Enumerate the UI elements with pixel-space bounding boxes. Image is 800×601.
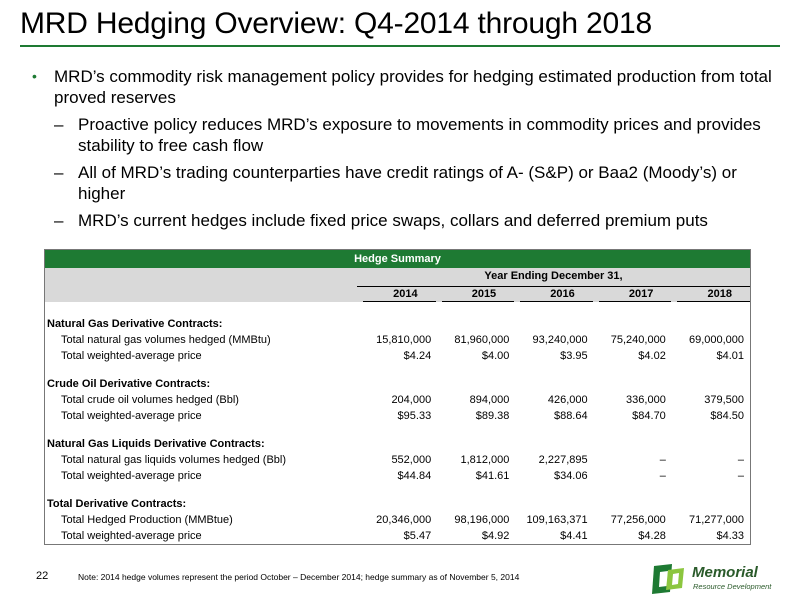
sub-bullet: – Proactive policy reduces MRD’s exposur… (30, 114, 775, 156)
row-label: Total Hedged Production (MMBtue) (61, 514, 233, 526)
logo-mark-icon (652, 564, 684, 594)
bullet-main-text: MRD’s commodity risk management policy p… (54, 67, 772, 107)
year-columns: 2014 2015 2016 2017 2018 (357, 288, 750, 302)
logo-name: Memorial (692, 564, 758, 581)
year-col: 2018 (677, 288, 750, 302)
table-body: Natural Gas Derivative Contracts: Total … (45, 302, 750, 544)
cell: 336,000 (626, 394, 666, 406)
cell: 379,500 (704, 394, 745, 406)
section-row: Total Derivative Contracts: (45, 496, 750, 512)
table-row: Total weighted-average price $95.33 $89.… (45, 408, 750, 424)
cell: $34.06 (553, 470, 588, 482)
cell: 109,163,371 (526, 514, 588, 526)
row-label: Total weighted-average price (61, 470, 202, 482)
section-row: Crude Oil Derivative Contracts: (45, 376, 750, 392)
year-col: 2017 (598, 288, 672, 302)
cell: $89.38 (475, 410, 510, 422)
bullet-list: • MRD’s commodity risk management policy… (30, 66, 775, 237)
cell: $4.28 (638, 530, 666, 542)
bullet-dot-icon: • (32, 68, 37, 84)
cell: $84.70 (632, 410, 666, 422)
dash-icon: – (54, 211, 64, 230)
cell: 426,000 (547, 394, 588, 406)
year-header-band: Year Ending December 31, 2014 2015 2016 … (45, 268, 750, 302)
cell: 204,000 (391, 394, 432, 406)
sub-bullet: – All of MRD’s trading counterparties ha… (30, 162, 775, 204)
cell: – (659, 454, 666, 466)
cell: – (737, 470, 745, 482)
table-row: Total natural gas volumes hedged (MMBtu)… (45, 332, 750, 348)
cell: $4.00 (481, 350, 510, 362)
cell: 894,000 (469, 394, 510, 406)
table-row: Total Hedged Production (MMBtue) 20,346,… (45, 512, 750, 528)
cell: 69,000,000 (688, 334, 745, 346)
cell: $4.01 (716, 350, 745, 362)
cell: $5.47 (403, 530, 432, 542)
cell: $4.33 (716, 530, 745, 542)
sub-bullet-text: MRD’s current hedges include fixed price… (78, 211, 708, 230)
row-label: Total natural gas volumes hedged (MMBtu) (61, 334, 271, 346)
slide-title: MRD Hedging Overview: Q4-2014 through 20… (20, 7, 652, 40)
cell: $4.24 (403, 350, 432, 362)
cell: – (659, 470, 666, 482)
dash-icon: – (54, 163, 64, 182)
row-label: Total weighted-average price (61, 530, 202, 542)
table-row: Total weighted-average price $4.24 $4.00… (45, 348, 750, 364)
section-row: Natural Gas Derivative Contracts: (45, 316, 750, 332)
sub-bullet-text: Proactive policy reduces MRD’s exposure … (78, 115, 761, 155)
cell: $3.95 (560, 350, 588, 362)
cell: 1,812,000 (460, 454, 510, 466)
cell: $4.41 (560, 530, 588, 542)
cell: $4.92 (481, 530, 510, 542)
row-label: Total weighted-average price (61, 410, 202, 422)
company-logo: Memorial Resource Development (648, 562, 788, 596)
row-label: Total natural gas liquids volumes hedged… (61, 454, 287, 466)
cell: – (737, 454, 745, 466)
table-row: Total weighted-average price $44.84 $41.… (45, 468, 750, 484)
footnote: Note: 2014 hedge volumes represent the p… (78, 572, 520, 582)
hedge-summary-table: Hedge Summary Year Ending December 31, 2… (44, 249, 751, 545)
cell: $88.64 (553, 410, 588, 422)
bullet-main: • MRD’s commodity risk management policy… (30, 66, 775, 108)
section-title: Natural Gas Derivative Contracts: (47, 318, 223, 330)
table-row: Total natural gas liquids volumes hedged… (45, 452, 750, 468)
table-title: Hedge Summary (45, 250, 750, 268)
cell: 71,277,000 (688, 514, 745, 526)
cell: 552,000 (391, 454, 432, 466)
cell: $84.50 (710, 410, 745, 422)
year-ending-label: Year Ending December 31, (357, 270, 750, 287)
logo-tagline: Resource Development (693, 582, 772, 591)
row-label: Total weighted-average price (61, 350, 202, 362)
sub-bullet: – MRD’s current hedges include fixed pri… (30, 210, 775, 231)
cell: $4.02 (638, 350, 666, 362)
dash-icon: – (54, 115, 64, 134)
cell: 15,810,000 (376, 334, 432, 346)
table-row: Total weighted-average price $5.47 $4.92… (45, 528, 750, 544)
sub-bullet-text: All of MRD’s trading counterparties have… (78, 163, 737, 203)
cell: $41.61 (475, 470, 510, 482)
section-row: Natural Gas Liquids Derivative Contracts… (45, 436, 750, 452)
cell: 93,240,000 (532, 334, 588, 346)
year-col: 2015 (441, 288, 515, 302)
year-col: 2016 (520, 288, 593, 302)
cell: 81,960,000 (454, 334, 510, 346)
cell: 2,227,895 (538, 454, 588, 466)
cell: $95.33 (397, 410, 432, 422)
cell: 77,256,000 (610, 514, 666, 526)
table-row: Total crude oil volumes hedged (Bbl) 204… (45, 392, 750, 408)
section-title: Total Derivative Contracts: (47, 498, 187, 510)
cell: 98,196,000 (454, 514, 510, 526)
row-label: Total crude oil volumes hedged (Bbl) (61, 394, 239, 406)
cell: 75,240,000 (610, 334, 666, 346)
cell: $44.84 (397, 470, 432, 482)
section-title: Natural Gas Liquids Derivative Contracts… (47, 438, 265, 450)
title-rule (20, 45, 780, 47)
cell: 20,346,000 (376, 514, 432, 526)
year-col: 2014 (363, 288, 436, 302)
page-number: 22 (36, 570, 49, 582)
section-title: Crude Oil Derivative Contracts: (47, 378, 211, 390)
